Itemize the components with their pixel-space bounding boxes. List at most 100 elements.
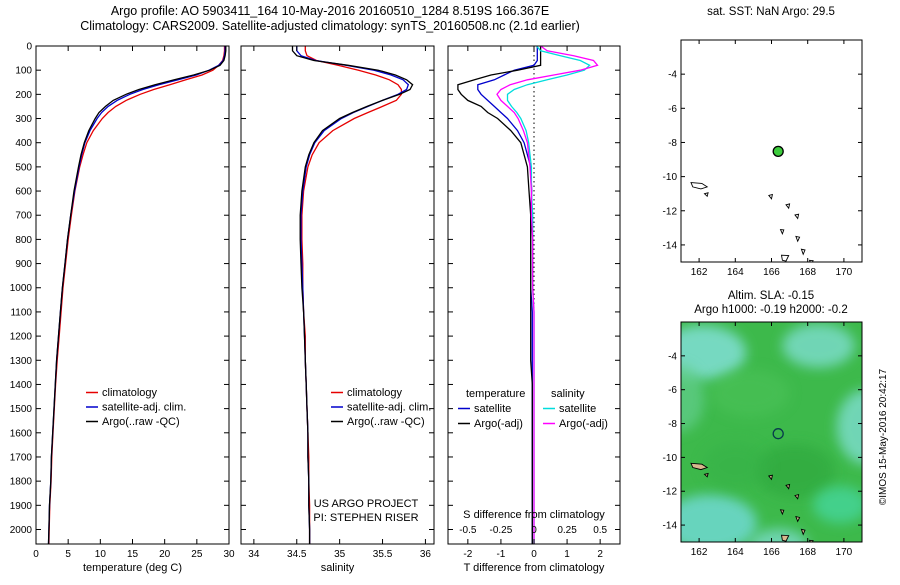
island-coastline [690, 462, 709, 471]
sla-map: 162 164 166 168 170 -4 -6 -8 -10 -12 -14 [663, 321, 863, 558]
y-tick-label: 0 [26, 42, 32, 53]
panel-annotation: US ARGO PROJECT [314, 498, 419, 510]
island-coastline [780, 534, 790, 542]
y-tick-label: -10 [663, 453, 678, 464]
y-tick-label: 400 [15, 138, 32, 149]
s-tick-label: 0.25 [557, 525, 577, 536]
island-coastline [690, 182, 709, 190]
island-coastline [779, 229, 785, 235]
sst-map: 162 164 166 168 170 -4 -6 -8 -10 -12 -14 [663, 39, 863, 278]
legend-label: climatology [102, 387, 158, 399]
island-coastline [703, 472, 709, 478]
x-tick-label: 0 [33, 549, 39, 560]
island-coastline [800, 528, 806, 536]
island-coastline [703, 192, 709, 198]
x-tick-label: -1 [496, 549, 505, 560]
legend-label: satellite-adj. clim. [102, 402, 186, 414]
legend-label: climatology [347, 387, 403, 399]
y-tick-label: -4 [668, 70, 677, 81]
x-tick-label: 34.5 [287, 549, 307, 560]
y-tick-label: -6 [668, 385, 677, 396]
x-tick-label: 166 [763, 267, 780, 278]
y-tick-label: 600 [15, 187, 32, 198]
x-tick-label: 35 [334, 549, 346, 560]
x-tick-label: 34 [248, 549, 260, 560]
y-tick-label: 800 [15, 235, 32, 246]
legend-label: satellite-adj. clim. [347, 402, 431, 414]
series-t-argo--adj- [457, 46, 542, 544]
argo-float-marker [772, 145, 784, 157]
axes-box [240, 45, 435, 545]
s-axis-label: S difference from climatology [463, 509, 605, 521]
s-tick-label: -0.25 [490, 525, 513, 536]
series-argo---raw--qc- [47, 46, 227, 545]
legend-label: Argo(..raw -QC) [347, 416, 425, 428]
x-tick-label: 20 [159, 549, 171, 560]
sst-map-title: sat. SST: NaN Argo: 29.5 [707, 6, 835, 18]
legend-header: salinity [551, 388, 585, 400]
x-tick-label: 2 [597, 549, 603, 560]
island-coastline [768, 193, 773, 200]
island-coastline [795, 235, 801, 243]
island-coastline [768, 474, 773, 481]
y-tick-label: 1800 [10, 477, 33, 488]
x-tick-label: 170 [836, 547, 853, 558]
island-coastline [794, 493, 800, 500]
legend-header: temperature [466, 388, 525, 400]
island-coastline [794, 213, 800, 220]
x-tick-label: 36 [420, 549, 432, 560]
y-tick-label: 900 [15, 259, 32, 270]
s-tick-label: 0.5 [593, 525, 607, 536]
x-tick-label: 35.5 [373, 549, 393, 560]
x-axis-label: salinity [321, 562, 355, 574]
y-tick-label: 1000 [10, 283, 33, 294]
sla-anomaly-blob [681, 494, 758, 542]
y-tick-label: 300 [15, 114, 32, 125]
sla-anomaly-blob [750, 528, 808, 542]
island-coastline [785, 203, 791, 210]
series-argo---raw--qc- [291, 46, 414, 544]
figure-title-line2: Climatology: CARS2009. Satellite-adjuste… [80, 19, 580, 33]
sla-map-title-line2: Argo h1000: -0.19 h2000: -0.2 [694, 304, 847, 316]
island-coastline [800, 248, 806, 256]
x-tick-label: 164 [727, 267, 744, 278]
island-coastline [785, 483, 791, 490]
island-coastline [795, 515, 801, 523]
island-coastline [780, 254, 790, 262]
y-tick-label: 1600 [10, 428, 33, 439]
y-tick-label: 500 [15, 162, 32, 173]
y-tick-label: -14 [663, 521, 678, 532]
y-tick-label: -4 [668, 351, 677, 362]
y-tick-label: 100 [15, 66, 32, 77]
y-tick-label: -14 [663, 240, 678, 251]
x-tick-label: 15 [127, 549, 139, 560]
sla-anomaly-blob [702, 442, 768, 490]
sla-anomaly-blob [813, 486, 862, 524]
salinity_profile: 34 34.5 35 35.5 36 salinity climatology satelli… [240, 45, 435, 574]
x-tick-label: 30 [223, 549, 235, 560]
legend-label: Argo(-adj) [559, 418, 608, 430]
x-tick-label: 25 [191, 549, 203, 560]
y-tick-label: -8 [668, 419, 677, 430]
legend-label: satellite [474, 403, 511, 415]
x-tick-label: 0 [531, 549, 537, 560]
argo-float-marker [772, 428, 784, 440]
y-tick-label: 1700 [10, 452, 33, 463]
x-tick-label: 168 [799, 267, 816, 278]
s-tick-label: 0 [531, 525, 537, 536]
x-axis-label: temperature (deg C) [83, 562, 182, 574]
x-tick-label: 162 [691, 547, 708, 558]
s-tick-label: -0.5 [459, 525, 477, 536]
y-tick-label: 1500 [10, 404, 33, 415]
x-tick-label: 162 [691, 267, 708, 278]
x-tick-label: 5 [65, 549, 71, 560]
x-tick-label: 170 [836, 267, 853, 278]
sla-map-content [681, 322, 862, 542]
y-tick-label: 1300 [10, 356, 33, 367]
sla-anomaly-blob [755, 443, 835, 498]
y-tick-label: -10 [663, 172, 678, 183]
series-s-argo--adj- [496, 45, 599, 544]
